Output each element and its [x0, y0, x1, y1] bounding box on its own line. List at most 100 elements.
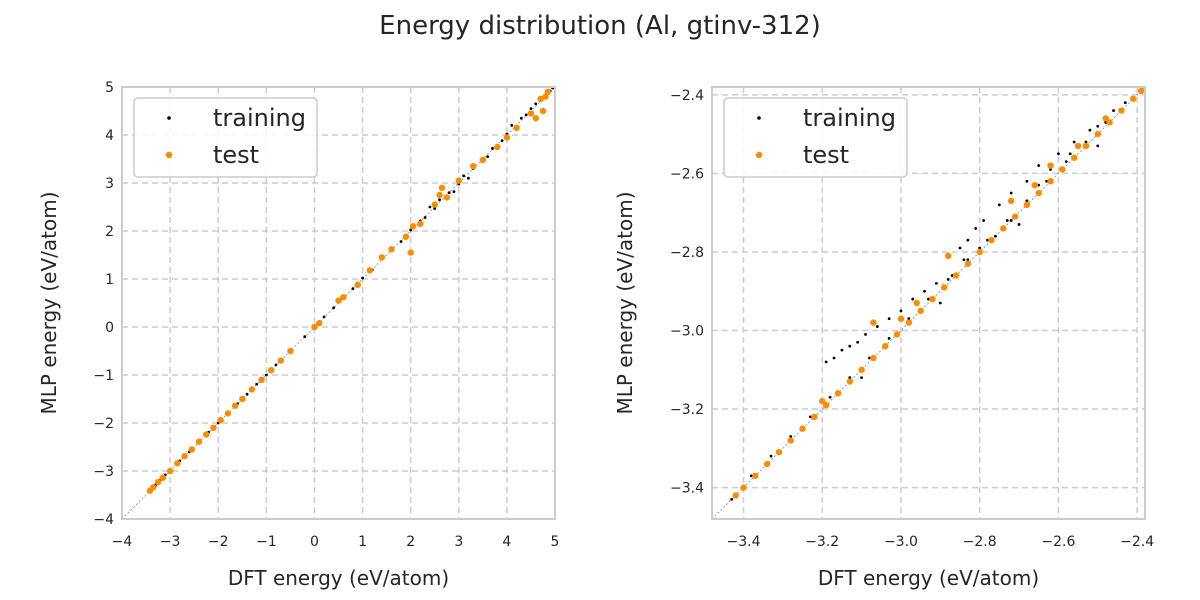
x-tick-label: 4: [502, 534, 511, 550]
training-point: [491, 147, 494, 150]
x-tick-label: −2.4: [1120, 534, 1154, 550]
x-tick-label: −3: [160, 534, 181, 550]
test-point: [409, 223, 417, 230]
test-point: [787, 437, 794, 444]
x-tick-label: 0: [310, 534, 319, 550]
series-test: [732, 87, 1145, 499]
training-point: [828, 395, 832, 399]
y-axis-label: MLP energy (eV/atom): [613, 191, 637, 414]
test-point: [311, 323, 318, 331]
y-axis-label: MLP energy (eV/atom): [37, 191, 61, 414]
x-tick-label: −3.4: [726, 534, 760, 550]
test-point: [917, 307, 924, 315]
legend-label-training: training: [213, 104, 306, 132]
training-point: [399, 240, 403, 243]
training-point: [934, 281, 938, 285]
test-point: [870, 354, 877, 362]
test-point: [150, 484, 157, 491]
x-axis-label: DFT energy (eV/atom): [228, 566, 449, 590]
training-point: [1057, 152, 1060, 156]
y-tick-label: −4: [93, 512, 114, 528]
training-point: [510, 124, 514, 127]
test-point: [964, 260, 972, 267]
training-point: [1037, 183, 1041, 187]
test-point: [1074, 142, 1082, 150]
figure-title: Energy distribution (Al, gtinv-312): [379, 11, 821, 41]
training-point: [927, 297, 930, 301]
test-point: [944, 252, 952, 260]
y-tick-label: 3: [105, 176, 114, 192]
training-point: [923, 289, 926, 293]
test-point: [470, 163, 477, 170]
y-tick-label: −3.0: [670, 323, 704, 339]
training-point: [467, 176, 470, 180]
training-point: [500, 139, 504, 143]
training-point: [966, 258, 970, 262]
training-point: [966, 238, 970, 242]
test-point: [258, 376, 265, 383]
test-point: [732, 492, 739, 499]
legend-marker-training: [167, 116, 171, 120]
test-point: [544, 88, 551, 96]
training-point: [255, 382, 259, 386]
training-point: [730, 497, 734, 501]
training-point: [848, 376, 852, 380]
test-point: [929, 295, 936, 303]
test-point: [188, 446, 195, 453]
training-point: [524, 113, 528, 117]
training-point: [875, 325, 879, 328]
x-tick-label: −2: [208, 534, 229, 550]
legend: training test: [723, 97, 908, 178]
training-point: [824, 360, 828, 364]
test-point: [181, 452, 188, 460]
test-point: [1106, 119, 1113, 126]
test-point: [870, 319, 877, 326]
test-point: [1023, 201, 1031, 209]
y-tick-label: 1: [105, 272, 114, 288]
y-tick-label: −1: [93, 368, 114, 384]
y-tick-label: −2: [93, 416, 114, 432]
training-point: [1096, 144, 1100, 148]
training-point: [462, 174, 465, 178]
test-point: [267, 367, 275, 374]
training-point: [1068, 152, 1072, 156]
training-point: [303, 335, 307, 338]
test-point: [378, 254, 385, 261]
training-point: [911, 297, 915, 301]
legend-box: [723, 97, 908, 178]
test-point: [239, 395, 246, 403]
training-point: [534, 102, 538, 106]
training-point: [428, 205, 432, 209]
x-tick-label: 5: [551, 534, 560, 550]
legend-box: [133, 97, 318, 178]
training-point: [447, 191, 451, 195]
test-point: [340, 294, 347, 301]
test-point: [1000, 225, 1007, 232]
test-point: [479, 156, 487, 164]
test-point: [1102, 115, 1109, 122]
training-point: [899, 309, 903, 313]
test-point: [775, 449, 783, 456]
training-point: [769, 454, 773, 458]
training-point: [1009, 219, 1013, 222]
training-point: [1009, 191, 1013, 195]
test-point: [905, 319, 913, 326]
training-point: [1025, 179, 1029, 183]
legend-label-test: test: [803, 141, 849, 169]
series-training: [730, 89, 1143, 501]
training-point: [1104, 120, 1108, 124]
test-point: [1059, 166, 1066, 173]
test-point: [1031, 181, 1038, 189]
test-point: [1082, 142, 1090, 150]
test-point: [740, 484, 747, 491]
energy-scatter-full-range: −4 −3 −2 −1 0 1 2 3 4 5 −4 −3 −2 −1 0 1 2 3 4 5 DFT energy (…: [37, 80, 559, 590]
test-point: [1137, 87, 1145, 95]
training-point: [856, 340, 860, 344]
training-point: [958, 246, 962, 250]
energy-scatter-low-range: −3.4 −3.2 −3.0 −2.8 −2.6 −2.4 −3.4 −3.2 −3.0 −2.8…: [613, 86, 1154, 590]
test-point: [834, 390, 842, 397]
training-point: [946, 278, 950, 281]
test-point: [166, 467, 174, 475]
test-point: [527, 110, 535, 117]
